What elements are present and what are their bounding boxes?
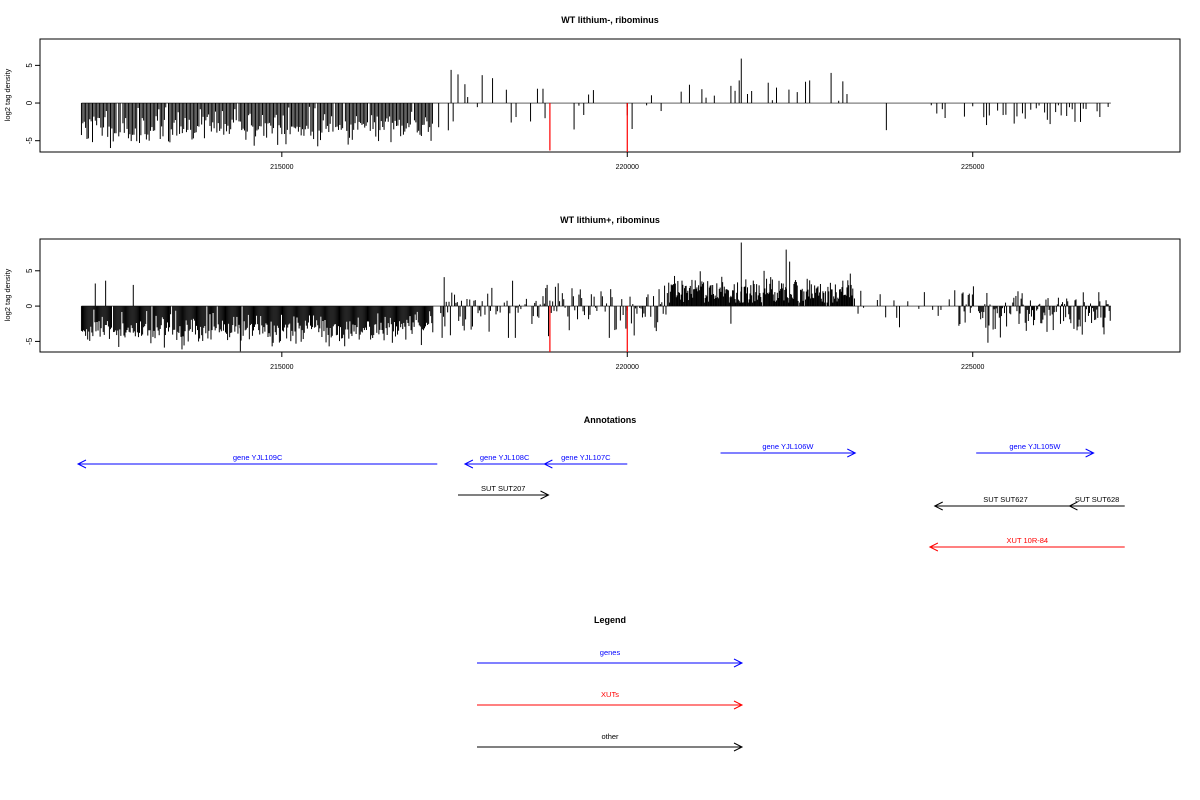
feature-label: gene YJL106W xyxy=(762,442,814,451)
legend-arrow-gene xyxy=(477,658,744,668)
annotation-features: gene YJL109C gene YJL108C gene YJL107C gene… xyxy=(76,442,1125,552)
feature-arrow xyxy=(933,501,1077,511)
y-tick-label: 5 xyxy=(25,268,34,273)
panel-2-bars xyxy=(80,242,1111,352)
feature-label: SUT SUT627 xyxy=(983,495,1027,504)
x-tick-label: 225000 xyxy=(961,364,984,371)
y-tick-label: 0 xyxy=(25,303,34,308)
panel-2-ylabel: log2 tag density xyxy=(3,268,12,321)
annotations-title: Annotations xyxy=(584,415,637,425)
panel-2-frame xyxy=(39,238,1181,353)
feature-arrow xyxy=(976,448,1095,458)
feature-label: gene YJL109C xyxy=(233,453,283,462)
panel-1-frame xyxy=(39,38,1181,153)
legend-label-gene: genes xyxy=(600,648,621,657)
feature-arrow xyxy=(720,448,857,458)
y-tick-label: 0 xyxy=(25,100,34,105)
feature-arrow xyxy=(543,459,628,469)
x-tick-label: 215000 xyxy=(270,364,293,371)
feature-label: XUT 10R-84 xyxy=(1007,536,1049,545)
x-tick-label: 215000 xyxy=(270,164,293,171)
legend-label-xut: XUTs xyxy=(601,690,619,699)
panel-2: WT lithium+, ribominus log2 tag density … xyxy=(3,215,1181,371)
panel-1-bars xyxy=(80,58,1109,152)
legend-title: Legend xyxy=(594,615,626,625)
feature-label: gene YJL105W xyxy=(1009,442,1061,451)
x-tick-label: 220000 xyxy=(616,164,639,171)
feature-label: gene YJL108C xyxy=(480,453,530,462)
legend-arrow-xut xyxy=(477,700,744,710)
feature-label: SUT SUT207 xyxy=(481,484,525,493)
legend-items: genes XUTs other xyxy=(477,648,744,752)
legend-arrow-other xyxy=(477,742,744,752)
feature-arrow xyxy=(458,490,550,500)
x-tick-label: 220000 xyxy=(616,364,639,371)
panel-1-ylabel: log2 tag density xyxy=(3,68,12,121)
feature-label: gene YJL107C xyxy=(561,453,611,462)
y-tick-label: -5 xyxy=(25,137,34,145)
legend-panel: Legend genes XUTs other xyxy=(477,615,744,752)
feature-label: SUT SUT628 xyxy=(1075,495,1119,504)
feature-arrow xyxy=(463,459,545,469)
legend-label-other: other xyxy=(601,732,619,741)
panel-1: WT lithium-, ribominus log2 tag density … xyxy=(3,15,1181,171)
feature-arrow xyxy=(76,459,438,469)
feature-arrow xyxy=(928,542,1125,552)
y-tick-label: 5 xyxy=(25,63,34,68)
y-tick-label: -5 xyxy=(25,337,34,345)
panel-1-title: WT lithium-, ribominus xyxy=(561,15,659,25)
panel-2-title: WT lithium+, ribominus xyxy=(560,215,660,225)
feature-arrow xyxy=(1068,501,1125,511)
annotations-panel: Annotations gene YJL109C gene YJL108C gene… xyxy=(76,415,1125,552)
x-tick-label: 225000 xyxy=(961,164,984,171)
